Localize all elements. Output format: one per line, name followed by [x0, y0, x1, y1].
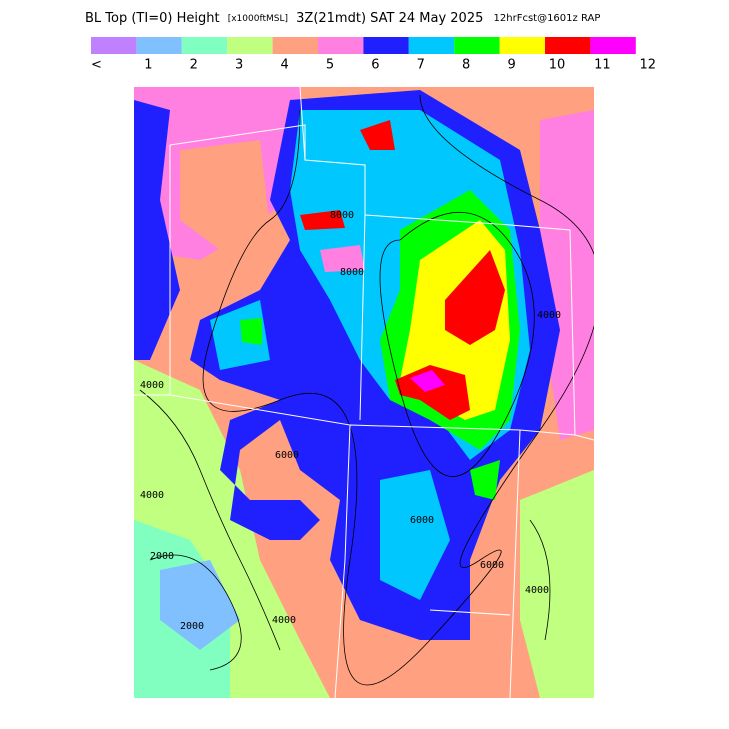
contour-label: 2000 [180, 621, 204, 632]
colorbar-swatch [590, 37, 636, 54]
peak-region [410, 370, 445, 392]
map [134, 87, 594, 698]
colorbar-swatch [408, 37, 455, 54]
colorbar-swatch [136, 37, 182, 54]
colorbar-label: 12 [640, 58, 657, 73]
colorbar-label: 10 [549, 58, 566, 73]
title-units: [x1000ftMSL] [228, 14, 288, 24]
colorbar-label: 7 [417, 58, 425, 73]
contour-label: 4000 [272, 615, 296, 626]
colorbar-swatch [91, 37, 137, 54]
colorbar-swatch [272, 37, 318, 54]
colorbar-label: 2 [190, 58, 198, 73]
colorbar-label: 11 [594, 58, 611, 73]
colorbar-label: < [91, 58, 102, 73]
contour-label: 6000 [275, 450, 299, 461]
high-region [210, 300, 270, 370]
colorbar-label: 4 [280, 58, 288, 73]
contour-label: 4000 [140, 380, 164, 391]
high-region [470, 460, 500, 500]
mid-region [320, 245, 365, 272]
high-region [240, 318, 262, 345]
colorbar-swatch [363, 37, 409, 54]
contour-label: 8000 [340, 267, 364, 278]
contour-label: 4000 [525, 585, 549, 596]
colorbar-swatch [545, 37, 591, 54]
colorbar-swatch [499, 37, 545, 54]
title: BL Top (TI=0) Height [x1000ftMSL] 3Z(21m… [85, 11, 600, 26]
peak-region [300, 210, 345, 230]
colorbar-swatch [318, 37, 364, 54]
colorbar-label: 8 [462, 58, 470, 73]
colorbar-label: 9 [507, 58, 515, 73]
low-region [180, 140, 270, 250]
peak-region [445, 250, 505, 345]
colorbar-label: 6 [371, 58, 379, 73]
contour-label: 2000 [150, 551, 174, 562]
contour-labels: 4000 4000 2000 2000 4000 6000 6000 8000 … [140, 210, 561, 632]
colorbar-swatch [454, 37, 500, 54]
contour-label: 4000 [537, 310, 561, 321]
colorbar: <1 2 3 4 5 6 7 8 9 10 11 12 [91, 37, 656, 73]
contour-label: 4000 [140, 490, 164, 501]
high-region [380, 470, 450, 600]
contour-label: 6000 [410, 515, 434, 526]
peak-region [360, 120, 395, 150]
contour-label: 6000 [480, 560, 504, 571]
colorbar-swatch [181, 37, 228, 54]
colorbar-label: 3 [235, 58, 243, 73]
title-model: 12hrFcst@1601z RAP [494, 13, 601, 24]
high-region [134, 100, 180, 360]
title-time: 3Z(21mdt) SAT 24 May 2025 [296, 11, 483, 26]
colorbar-swatch [227, 37, 273, 54]
colorbar-label: 1 [144, 58, 152, 73]
title-main: BL Top (TI=0) Height [85, 11, 220, 26]
contour-label: 8000 [330, 210, 354, 221]
colorbar-label: 5 [326, 58, 334, 73]
low-region [520, 470, 594, 698]
